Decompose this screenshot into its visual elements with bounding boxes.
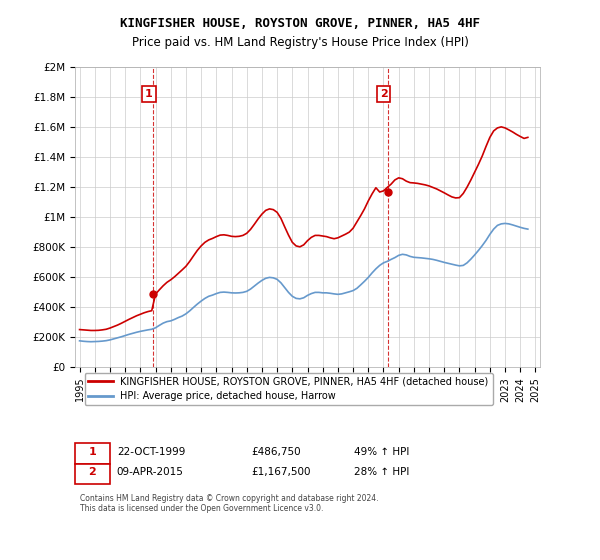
Text: 2: 2	[380, 89, 388, 99]
Text: 28% ↑ HPI: 28% ↑ HPI	[354, 467, 409, 477]
Text: 1: 1	[145, 89, 153, 99]
Legend: KINGFISHER HOUSE, ROYSTON GROVE, PINNER, HA5 4HF (detached house), HPI: Average : KINGFISHER HOUSE, ROYSTON GROVE, PINNER,…	[85, 372, 493, 405]
Text: 09-APR-2015: 09-APR-2015	[117, 467, 184, 477]
Text: £1,167,500: £1,167,500	[252, 467, 311, 477]
Text: KINGFISHER HOUSE, ROYSTON GROVE, PINNER, HA5 4HF: KINGFISHER HOUSE, ROYSTON GROVE, PINNER,…	[120, 17, 480, 30]
Text: 2: 2	[89, 467, 97, 477]
Text: 49% ↑ HPI: 49% ↑ HPI	[354, 447, 409, 457]
Text: Contains HM Land Registry data © Crown copyright and database right 2024.: Contains HM Land Registry data © Crown c…	[80, 494, 378, 503]
Text: 22-OCT-1999: 22-OCT-1999	[117, 447, 185, 457]
Text: 1: 1	[89, 447, 97, 457]
FancyBboxPatch shape	[75, 444, 110, 464]
Text: £486,750: £486,750	[252, 447, 301, 457]
Text: Price paid vs. HM Land Registry's House Price Index (HPI): Price paid vs. HM Land Registry's House …	[131, 36, 469, 49]
FancyBboxPatch shape	[75, 464, 110, 484]
Text: This data is licensed under the Open Government Licence v3.0.: This data is licensed under the Open Gov…	[80, 504, 323, 513]
